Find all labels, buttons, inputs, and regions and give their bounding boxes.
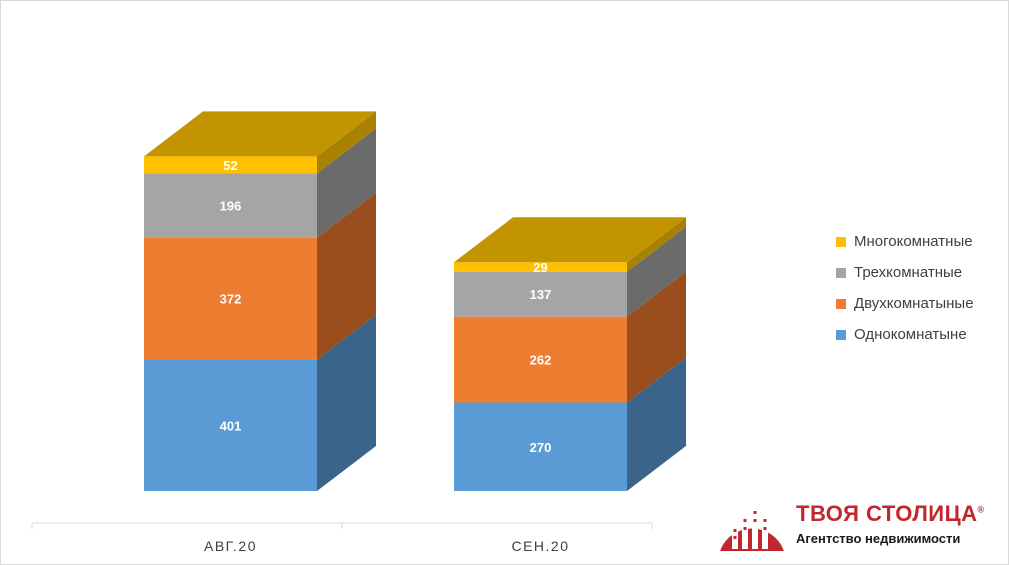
brand-tagline: Агентство недвижимости [796, 531, 961, 546]
legend-label-multi-room: Многокомнатные [854, 233, 973, 250]
chart-legend: Многокомнатные Трехкомнатные Двухкомнаты… [836, 226, 974, 350]
data-label-0-3: 52 [223, 158, 237, 173]
company-logo: ТВОЯ СТОЛИЦА® Агентство недвижимости [716, 487, 1006, 557]
bar-side-1-1 [627, 271, 686, 403]
bar-side-0-3 [317, 111, 376, 174]
bar-side-0-1 [317, 192, 376, 360]
legend-item-three-room: Трехкомнатные [836, 257, 974, 288]
legend-label-two-room: Двухкомнатыные [854, 295, 974, 312]
bar-side-1-3 [627, 217, 686, 272]
bar-segment-0-3 [144, 156, 317, 174]
data-label-0-1: 372 [220, 292, 242, 307]
bar-side-1-2 [627, 226, 686, 317]
bar-side-0-2 [317, 128, 376, 238]
bar-segment-0-0 [144, 359, 317, 491]
legend-swatch-multi-room [836, 236, 846, 247]
bar-segment-1-2 [454, 271, 627, 317]
data-label-1-2: 137 [530, 287, 552, 302]
legend-swatch-one-room [836, 329, 846, 340]
bar-segment-0-2 [144, 173, 317, 238]
bar-segment-1-0 [454, 402, 627, 491]
data-label-0-0: 401 [220, 418, 242, 433]
legend-label-three-room: Трехкомнатные [854, 264, 963, 281]
legend-label-one-room: Однокомнатыне [854, 326, 967, 343]
bar-segment-1-3 [454, 262, 627, 272]
data-label-1-1: 262 [530, 353, 552, 368]
bar-side-0-0 [317, 314, 376, 491]
brand-name: ТВОЯ СТОЛИЦА® [796, 501, 985, 526]
legend-item-multi-room: Многокомнатные [836, 226, 974, 257]
x-tick-label-0: АВГ.20 [204, 538, 257, 554]
bar-side-1-0 [627, 357, 686, 491]
data-label-1-0: 270 [530, 440, 552, 455]
legend-item-one-room: Однокомнатыне [836, 319, 974, 350]
legend-swatch-two-room [836, 298, 846, 309]
bar-segment-0-1 [144, 237, 317, 360]
data-label-1-3: 29 [533, 260, 547, 275]
bar-segment-1-1 [454, 316, 627, 403]
bar-top-0 [144, 111, 376, 157]
building-logo-icon [720, 505, 784, 551]
legend-item-two-room: Двухкомнатыные [836, 288, 974, 319]
bar-top-1 [454, 217, 686, 263]
x-tick-label-1: СЕН.20 [511, 538, 569, 554]
data-label-0-2: 196 [220, 199, 242, 214]
legend-swatch-three-room [836, 267, 846, 278]
